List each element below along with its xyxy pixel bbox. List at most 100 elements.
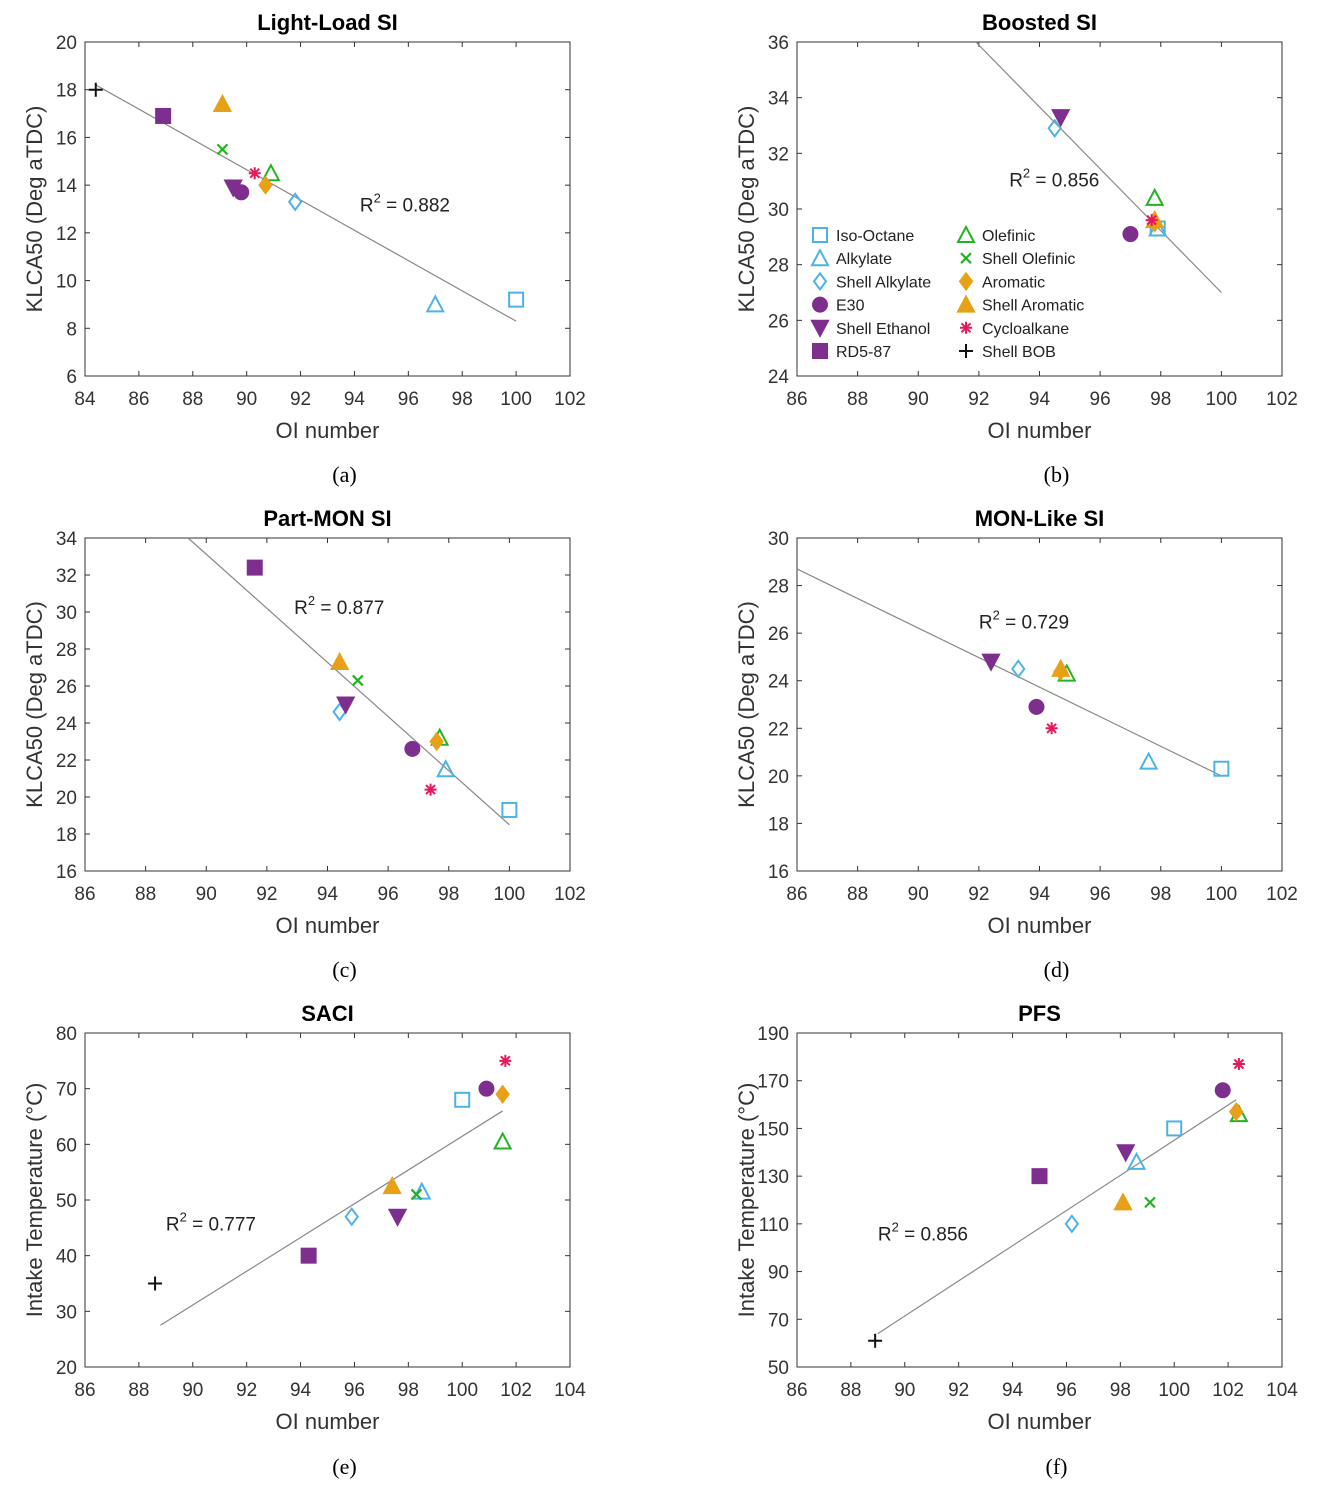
chart-title: Light-Load SI	[257, 10, 398, 35]
x-tick-label: 88	[135, 884, 156, 905]
fit-line	[187, 537, 510, 826]
x-tick-label: 96	[378, 884, 399, 905]
point-aromatic	[1228, 1102, 1244, 1122]
r2-superscript: 2	[308, 593, 315, 608]
x-tick-label: 102	[554, 884, 586, 905]
legend-marker-shell-alkylate	[812, 271, 828, 292]
point-iso-octane	[1166, 1120, 1183, 1137]
r2-value: = 0.877	[315, 598, 384, 619]
y-tick-label: 170	[757, 1072, 789, 1093]
y-axis-label: KLCA50 (Deg aTDC)	[734, 106, 759, 313]
point-e30	[478, 1080, 495, 1097]
x-tick-label: 102	[1212, 1380, 1244, 1401]
y-tick-label: 26	[768, 311, 789, 332]
r2-symbol: R	[979, 612, 993, 633]
x-tick-label: 98	[452, 389, 473, 410]
r2-symbol: R	[878, 1225, 892, 1246]
r2-annotation: R2 = 0.882	[360, 190, 450, 216]
x-tick-label: 100	[500, 389, 532, 410]
y-tick-label: 16	[56, 128, 77, 149]
legend-label: Shell Ethanol	[836, 321, 930, 338]
x-tick-label: 94	[1002, 1380, 1024, 1401]
point-alkylate	[425, 294, 445, 313]
y-tick-label: 28	[768, 256, 789, 277]
point-rd5-87	[155, 107, 172, 124]
y-tick-label: 30	[56, 1302, 77, 1323]
panel-caption: (a)	[332, 462, 356, 487]
x-tick-label: 90	[182, 1380, 203, 1401]
y-axis-label: Intake Temperature (°C)	[734, 1083, 759, 1318]
y-tick-label: 16	[768, 862, 789, 883]
r2-superscript: 2	[180, 1210, 187, 1225]
point-cycloalkane	[1145, 214, 1158, 227]
y-tick-label: 60	[56, 1135, 77, 1156]
y-tick-label: 14	[56, 176, 78, 197]
point-iso-octane	[501, 801, 518, 818]
legend-label: Shell Alkylate	[836, 274, 931, 291]
point-rd5-87	[1031, 1168, 1048, 1185]
y-tick-label: 28	[768, 577, 789, 598]
legend-item-olefinic: Olefinic	[956, 224, 1035, 245]
r2-annotation: R2 = 0.777	[166, 1210, 256, 1236]
legend-item-shell-olefinic: Shell Olefinic	[960, 251, 1075, 268]
y-tick-label: 16	[56, 862, 77, 883]
chart-title: PFS	[1018, 1001, 1061, 1026]
legend-marker-shell-aromatic	[956, 294, 976, 313]
r2-annotation: R2 = 0.877	[294, 593, 384, 619]
y-tick-label: 18	[56, 825, 77, 846]
x-tick-label: 96	[398, 389, 419, 410]
y-tick-label: 6	[66, 367, 77, 388]
x-tick-label: 96	[1090, 884, 1111, 905]
chart-title: MON-Like SI	[975, 506, 1105, 531]
y-tick-label: 12	[56, 224, 77, 245]
point-shell-alkylate	[1047, 118, 1062, 138]
x-tick-label: 92	[256, 884, 277, 905]
x-tick-label: 102	[500, 1380, 532, 1401]
y-tick-label: 24	[56, 714, 78, 735]
y-tick-label: 30	[56, 603, 77, 624]
point-olefinic	[492, 1131, 513, 1150]
x-tick-label: 94	[290, 1380, 312, 1401]
y-tick-label: 30	[768, 200, 789, 221]
x-tick-label: 100	[1206, 884, 1238, 905]
x-tick-label: 86	[786, 389, 807, 410]
r2-annotation: R2 = 0.856	[1009, 166, 1099, 192]
legend-label: RD5-87	[836, 344, 891, 361]
point-shell-ethanol	[223, 179, 243, 198]
x-tick-label: 100	[1158, 1380, 1190, 1401]
legend-marker-olefinic	[956, 224, 976, 243]
y-tick-label: 18	[56, 81, 77, 102]
y-tick-label: 20	[56, 1358, 77, 1379]
point-shell-aromatic	[382, 1175, 402, 1195]
point-shell-aromatic	[1113, 1192, 1133, 1211]
point-rd5-87	[246, 559, 263, 576]
legend-marker-e30	[812, 296, 828, 313]
point-shell-ethanol	[1116, 1144, 1136, 1163]
point-iso-octane	[454, 1091, 471, 1108]
legend-label: Alkylate	[836, 251, 892, 268]
x-tick-label: 94	[1029, 884, 1051, 905]
y-tick-label: 28	[56, 640, 77, 661]
r2-symbol: R	[166, 1215, 180, 1236]
r2-value: = 0.856	[899, 1225, 968, 1246]
plot-frame	[84, 41, 571, 377]
r2-value: = 0.856	[1030, 171, 1099, 192]
point-shell-olefinic	[1144, 1196, 1156, 1209]
x-tick-label: 88	[847, 389, 868, 410]
panel-caption: (f)	[1046, 1454, 1068, 1479]
y-tick-label: 26	[56, 677, 77, 698]
point-shell-ethanol	[981, 653, 1001, 672]
x-tick-label: 88	[182, 389, 203, 410]
legend-marker-shell-ethanol	[810, 319, 830, 338]
point-alkylate	[1138, 751, 1159, 770]
x-tick-label: 86	[786, 1380, 807, 1401]
panel-e: 86 88 90 92 94 96 98 100 102 104 20 30 40 50 60 70 80 OI …	[22, 1001, 586, 1479]
y-tick-label: 36	[768, 33, 789, 54]
point-cycloalkane	[424, 783, 437, 796]
legend-item-aromatic: Aromatic	[958, 271, 1045, 291]
panel-c: 86 88 90 92 94 96 98 100 102 16 18 20 22 24 26 28 30 32 34…	[22, 506, 586, 982]
point-e30	[1028, 698, 1045, 715]
y-tick-label: 20	[56, 33, 77, 54]
x-tick-label: 102	[1266, 884, 1298, 905]
panel-caption: (e)	[332, 1454, 356, 1479]
